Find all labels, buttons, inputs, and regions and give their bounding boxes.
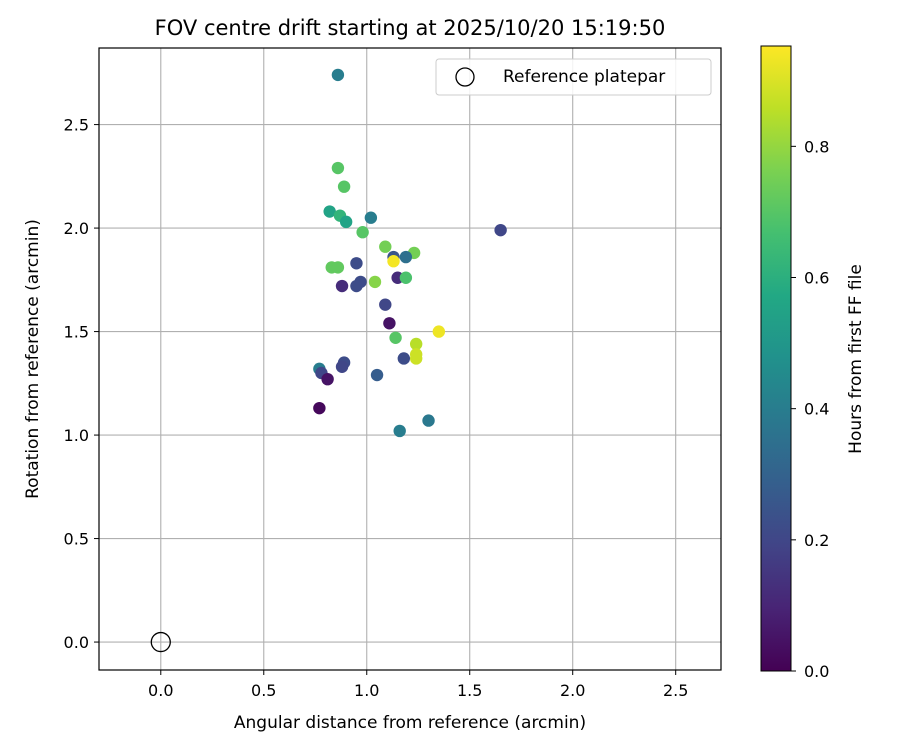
legend-entry-label: Reference platepar	[503, 67, 665, 87]
plot-frame	[98, 47, 722, 671]
scatter-point	[335, 360, 349, 373]
y-tick-label: 0.5	[64, 530, 89, 549]
y-tick-label: 1.5	[64, 323, 89, 342]
x-axis-label: Angular distance from reference (arcmin)	[234, 713, 586, 733]
x-tick-label: 1.5	[457, 681, 482, 700]
scatter-point	[409, 337, 423, 351]
x-tick-label: 0.5	[251, 681, 276, 700]
legend-box	[435, 58, 712, 96]
colorbar-tick-label: 0.0	[804, 662, 829, 681]
y-tick-label: 2.5	[64, 116, 89, 135]
data-points	[313, 68, 507, 438]
reference-marker-group	[150, 631, 171, 653]
reference-platepar-marker	[150, 631, 171, 653]
scatter-point	[432, 325, 446, 338]
legend-marker-icon	[455, 67, 475, 87]
scatter-point	[379, 298, 392, 311]
scatter-point	[494, 223, 507, 237]
scatter-point	[331, 261, 345, 274]
scatter-point	[313, 401, 326, 415]
colorbar-tick-label: 0.2	[804, 531, 829, 550]
scatter-point	[379, 240, 392, 253]
scatter-point	[331, 68, 345, 82]
colorbar-ticks: 0.0 0.2 0.4 0.6 0.8	[791, 137, 829, 681]
y-tick-label: 0.0	[64, 633, 89, 652]
y-axis-ticks: 0.0 0.5 1.0 1.5 2.0 2.5	[64, 116, 99, 652]
colorbar-tick-label: 0.4	[804, 400, 829, 419]
scatter-point	[399, 271, 413, 284]
colorbar	[760, 45, 792, 672]
scatter-point	[339, 215, 353, 229]
scatter-point	[393, 424, 406, 438]
scatter-point	[337, 180, 351, 193]
scatter-point	[364, 211, 378, 224]
y-tick-label: 2.0	[64, 219, 89, 238]
scatter-point	[409, 352, 423, 365]
scatter-point	[422, 414, 435, 427]
scatter-point	[323, 205, 336, 218]
scatter-point	[370, 368, 384, 382]
scatter-point	[335, 279, 349, 293]
legend: Reference platepar	[435, 58, 712, 96]
x-tick-label: 2.0	[560, 681, 585, 700]
scatter-point	[350, 257, 363, 270]
x-tick-label: 1.0	[354, 681, 379, 700]
chart-title: FOV centre drift starting at 2025/10/20 …	[155, 16, 666, 40]
colorbar-tick-label: 0.8	[804, 137, 829, 156]
scatter-point	[368, 275, 382, 289]
x-tick-label: 0.0	[148, 681, 173, 700]
scatter-point	[321, 372, 334, 386]
grid-lines	[99, 48, 721, 670]
scatter-point	[399, 250, 413, 264]
scatter-point	[350, 279, 363, 293]
colorbar-label: Hours from first FF file	[846, 264, 866, 454]
scatter-point	[331, 161, 345, 175]
scatter-point	[389, 331, 402, 344]
scatter-point	[383, 317, 396, 330]
x-axis-ticks: 0.0 0.5 1.0 1.5 2.0 2.5	[148, 670, 688, 700]
scatter-point	[356, 226, 369, 239]
y-axis-label: Rotation from reference (arcmin)	[23, 219, 43, 499]
scatter-point	[397, 352, 411, 365]
colorbar-tick-label: 0.6	[804, 269, 829, 288]
y-tick-label: 1.0	[64, 426, 89, 445]
x-tick-label: 2.5	[663, 681, 688, 700]
scatter-point	[387, 254, 400, 268]
